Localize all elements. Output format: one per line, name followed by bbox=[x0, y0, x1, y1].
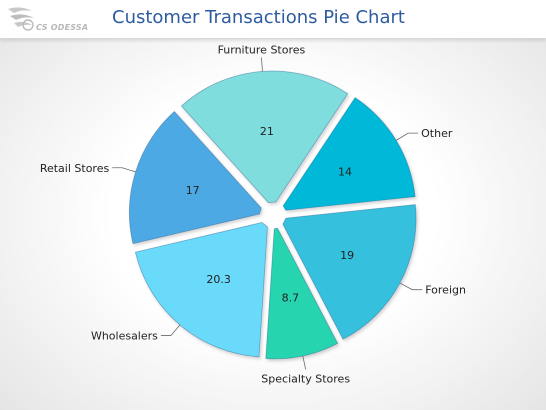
pie-slice-furniture-stores bbox=[180, 70, 349, 203]
category-label-furniture-stores: Furniture Stores bbox=[218, 43, 306, 56]
category-label-wholesalers: Wholesalers bbox=[91, 330, 158, 343]
value-label-foreign: 19 bbox=[340, 249, 354, 262]
value-label-retail-stores: 17 bbox=[186, 184, 200, 197]
category-label-other: Other bbox=[421, 127, 453, 140]
value-label-other: 14 bbox=[338, 165, 352, 178]
pie-slice-specialty-stores bbox=[265, 227, 339, 360]
pie-slice-wholesalers bbox=[134, 222, 268, 358]
leader-line-other bbox=[395, 132, 419, 141]
logo-text: CS ODESSA bbox=[36, 23, 89, 32]
logo-swoosh-icon bbox=[8, 7, 34, 31]
leader-line-wholesalers bbox=[160, 324, 181, 336]
category-label-foreign: Foreign bbox=[425, 284, 466, 297]
header-bar: CS ODESSA Customer Transactions Pie Char… bbox=[0, 0, 546, 39]
leader-line-specialty-stores bbox=[302, 355, 307, 370]
cs-odessa-logo: CS ODESSA bbox=[6, 3, 116, 35]
pie-slice-retail-stores bbox=[128, 110, 262, 245]
chart-title: Customer Transactions Pie Chart bbox=[112, 7, 405, 28]
pie-slice-other bbox=[282, 97, 416, 211]
pie-slice-foreign bbox=[282, 204, 417, 340]
leader-line-furniture-stores bbox=[261, 57, 263, 72]
value-label-wholesalers: 20.3 bbox=[206, 273, 231, 286]
category-label-retail-stores: Retail Stores bbox=[40, 162, 110, 175]
value-label-specialty-stores: 8.7 bbox=[282, 291, 300, 304]
category-label-specialty-stores: Specialty Stores bbox=[261, 373, 350, 386]
value-label-furniture-stores: 21 bbox=[260, 125, 274, 138]
leader-line-foreign bbox=[399, 282, 423, 291]
leader-line-retail-stores bbox=[112, 167, 136, 173]
